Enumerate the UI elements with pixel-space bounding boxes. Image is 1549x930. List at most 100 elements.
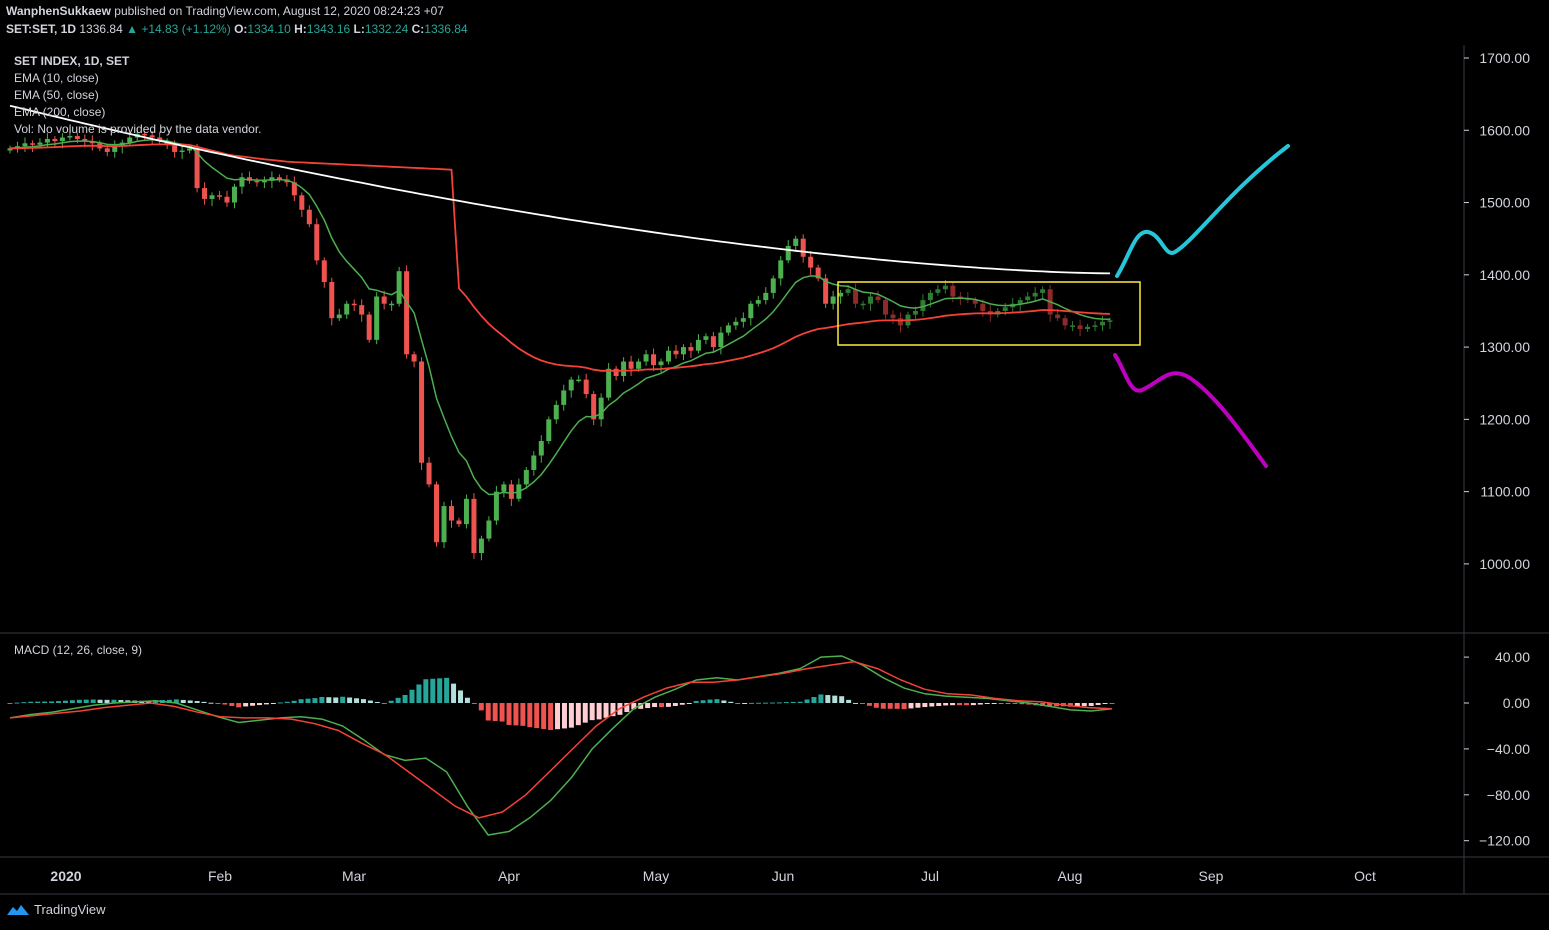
candle-body (142, 133, 148, 136)
candle-body (478, 538, 484, 554)
candle-body (299, 195, 305, 210)
candle-body (613, 368, 619, 376)
candle-body (980, 303, 986, 311)
macd-histogram-bar (527, 703, 533, 728)
candle-body (344, 303, 350, 315)
legend-title[interactable]: SET INDEX, 1D, SET (14, 54, 130, 68)
macd-histogram-bar (69, 700, 75, 703)
macd-histogram-bar (811, 697, 817, 703)
macd-histogram-bar (187, 700, 193, 703)
candle-body (1062, 318, 1068, 326)
candle-body (112, 146, 118, 152)
macd-histogram-bar (97, 699, 103, 703)
candle-body (598, 397, 604, 420)
candle-body (359, 305, 365, 315)
candle-body (710, 336, 716, 348)
macd-histogram-bar (957, 703, 963, 706)
candle-body (666, 350, 672, 362)
macd-histogram-bar (818, 694, 824, 703)
macd-histogram-bar (610, 703, 616, 717)
macd-histogram-bar (263, 703, 269, 705)
macd-histogram-bar (693, 700, 699, 703)
macd-histogram-bar (915, 703, 921, 708)
footer-brand[interactable]: TradingView (6, 902, 106, 917)
macd-histogram-bar (541, 703, 547, 730)
candle-body (680, 347, 686, 355)
macd-histogram-bar (652, 703, 658, 708)
macd-histogram-bar (832, 695, 838, 703)
macd-histogram-bar (464, 697, 470, 703)
macd-tick-label: 40.00 (1495, 649, 1530, 665)
macd-histogram-bar (790, 701, 796, 703)
candle-body (314, 224, 320, 261)
macd-histogram-bar (257, 703, 263, 706)
macd-histogram-bar (859, 703, 865, 704)
candle-body (920, 300, 926, 311)
legend-ema10[interactable]: EMA (10, close) (14, 71, 99, 85)
macd-histogram-bar (35, 701, 41, 703)
publish-line: WanphenSukkaew published on TradingView.… (6, 4, 444, 18)
candle-body (336, 314, 342, 319)
candle-body (29, 143, 35, 145)
low-label: L: (353, 22, 365, 36)
author-name[interactable]: WanphenSukkaew (6, 4, 111, 18)
macd-tick-label: −80.00 (1487, 787, 1530, 803)
candle-body (755, 300, 761, 304)
macd-histogram-bar (665, 703, 671, 707)
candle-body (202, 188, 208, 199)
candle-body (591, 394, 597, 420)
price-tick-label: 1400.00 (1479, 267, 1530, 283)
candle-body (74, 136, 80, 139)
macd-histogram-bar (319, 696, 325, 703)
macd-histogram-bar (998, 703, 1004, 704)
candle-body (875, 296, 881, 301)
ohlc-line: SET:SET, 1D 1336.84 ▲ +14.83 (+1.12%) O:… (6, 22, 468, 36)
macd-histogram-bar (166, 699, 172, 703)
macd-histogram-bar (42, 701, 48, 703)
macd-tick-label: −40.00 (1487, 741, 1530, 757)
macd-legend[interactable]: MACD (12, 26, close, 9) (14, 643, 143, 657)
candle-body (778, 260, 784, 279)
candle-body (486, 520, 492, 539)
macd-histogram-bar (894, 703, 900, 709)
candle-body (209, 195, 215, 199)
candle-body (1055, 314, 1061, 319)
candle-body (628, 361, 634, 369)
price-tick-label: 1100.00 (1480, 484, 1530, 500)
candle-body (823, 278, 829, 304)
macd-histogram-bar (444, 677, 450, 703)
macd-histogram-bar (180, 699, 186, 703)
candle-body (576, 379, 582, 382)
legend-volume[interactable]: Vol: No volume is provided by the data v… (14, 122, 262, 136)
candle-body (306, 209, 312, 225)
macd-histogram-bar (873, 703, 879, 708)
candle-body (1085, 326, 1091, 330)
macd-histogram-bar (963, 703, 969, 706)
macd-histogram-bar (922, 703, 928, 708)
candle-body (912, 310, 918, 315)
symbol: SET:SET, 1D (6, 22, 77, 36)
macd-histogram-bar (118, 700, 124, 703)
macd-histogram-bar (977, 703, 983, 705)
candle-body (606, 368, 612, 398)
macd-histogram-bar (714, 699, 720, 703)
macd-histogram-bar (672, 703, 678, 706)
macd-histogram-bar (62, 700, 68, 703)
candle-body (583, 379, 589, 395)
open-value: 1334.10 (247, 22, 291, 36)
candle-body (643, 354, 649, 362)
candle-body (763, 292, 769, 301)
macd-histogram-bar (707, 699, 713, 703)
macd-histogram-bar (658, 703, 664, 708)
macd-histogram-bar (146, 701, 152, 703)
macd-histogram-bar (797, 701, 803, 703)
legend-ema50[interactable]: EMA (50, close) (14, 88, 99, 102)
candle-body (845, 289, 851, 293)
candle-body (1070, 325, 1076, 327)
price-tick-label: 1700.00 (1479, 50, 1530, 66)
macd-histogram-bar (561, 703, 567, 729)
candle-body (830, 296, 836, 304)
legend-ema200[interactable]: EMA (200, close) (14, 105, 106, 119)
macd-histogram-bar (756, 702, 762, 704)
